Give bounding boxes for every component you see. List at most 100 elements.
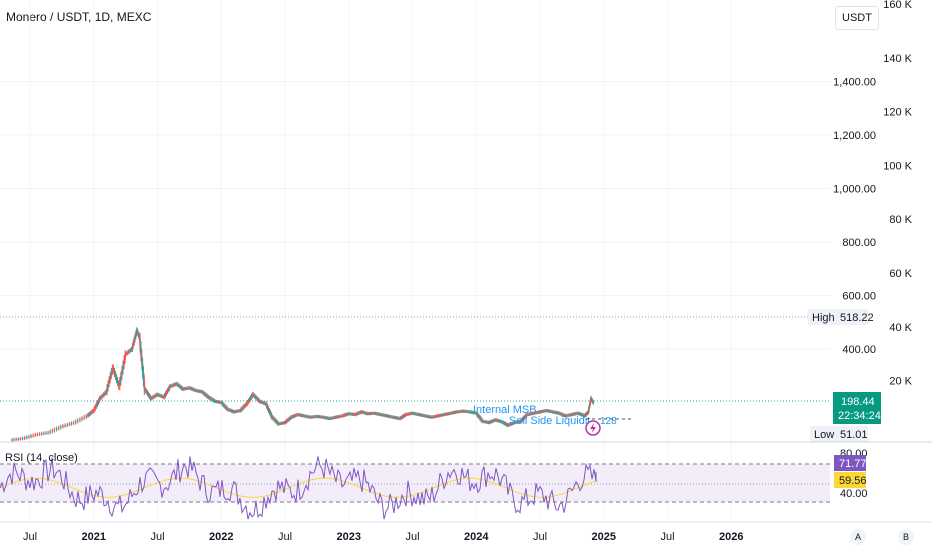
candle-body bbox=[458, 411, 461, 413]
candle-body bbox=[474, 412, 477, 414]
candle-body bbox=[447, 413, 449, 415]
candle-body bbox=[313, 416, 316, 418]
candle-body bbox=[135, 330, 138, 334]
left-tick-label: 1,400.00 bbox=[833, 77, 876, 89]
candle-body bbox=[126, 352, 129, 354]
candle-body bbox=[575, 413, 578, 415]
candle-body bbox=[182, 388, 185, 390]
candle-body bbox=[450, 412, 453, 414]
candle-body bbox=[517, 421, 520, 423]
rsi-title[interactable]: RSI (14, close) bbox=[5, 452, 78, 464]
candle-body bbox=[443, 414, 445, 416]
lightning-icon[interactable] bbox=[585, 420, 601, 436]
candle-body bbox=[394, 417, 396, 419]
candle-body bbox=[183, 388, 186, 390]
auto-scale-button[interactable]: A bbox=[850, 529, 866, 545]
candle-body bbox=[444, 414, 446, 416]
candle-body bbox=[553, 412, 556, 414]
candle-body bbox=[100, 396, 103, 398]
candle-body bbox=[305, 416, 308, 418]
candle-body bbox=[414, 413, 416, 415]
candle-body bbox=[537, 412, 540, 414]
candle-body bbox=[158, 394, 160, 396]
right-tick-label: 80 K bbox=[889, 214, 912, 226]
candle-body bbox=[501, 421, 504, 423]
candle-body bbox=[141, 363, 144, 373]
candle-body bbox=[488, 422, 491, 424]
candle-body bbox=[265, 403, 268, 407]
symbol-title[interactable]: Monero / USDT, 1D, MEXC bbox=[6, 10, 152, 24]
candle-body bbox=[410, 413, 412, 415]
candle-body bbox=[288, 418, 291, 420]
candle-body bbox=[523, 416, 526, 418]
candle-body bbox=[577, 413, 580, 415]
candle-body bbox=[190, 388, 192, 390]
candle-body bbox=[389, 416, 392, 418]
candle-body bbox=[92, 410, 95, 412]
candle-body bbox=[376, 413, 378, 415]
candle-body bbox=[268, 410, 271, 413]
candle-body bbox=[402, 415, 405, 417]
candle-body bbox=[169, 386, 172, 388]
candle-body bbox=[529, 413, 531, 415]
candle-body bbox=[370, 413, 373, 415]
candle-body bbox=[325, 417, 327, 419]
candle-body bbox=[274, 419, 276, 421]
candle-body bbox=[448, 413, 450, 415]
candle-body bbox=[371, 413, 374, 415]
scale-mode-button[interactable]: B bbox=[898, 529, 914, 545]
candle-body bbox=[549, 411, 551, 413]
candle-body bbox=[307, 416, 309, 418]
candle-body bbox=[541, 411, 544, 413]
candle-body bbox=[590, 398, 593, 400]
time-tick-label: Jul bbox=[278, 531, 292, 543]
candle-body bbox=[251, 394, 254, 397]
candle-body bbox=[88, 414, 90, 416]
candle-body bbox=[21, 438, 24, 440]
candle-body bbox=[222, 403, 224, 405]
lightning-bolt bbox=[590, 423, 596, 433]
candle-body bbox=[188, 387, 190, 389]
candle-body bbox=[189, 387, 191, 389]
candle-body bbox=[496, 420, 498, 422]
candle-body bbox=[154, 395, 156, 397]
candle-body bbox=[491, 420, 494, 422]
right-axis: 160 K 140 K 120 K 100 K 80 K 60 K 40 K 20 K bbox=[883, 0, 912, 388]
candle-body bbox=[335, 416, 338, 418]
candle-body bbox=[494, 419, 496, 421]
candle-body bbox=[121, 370, 123, 376]
candle-body bbox=[226, 408, 228, 410]
candle-body bbox=[229, 410, 232, 412]
candle-body bbox=[90, 412, 92, 414]
candle-body bbox=[405, 414, 408, 416]
candle-body bbox=[346, 414, 348, 416]
candle-body bbox=[262, 402, 265, 404]
candle-body bbox=[166, 390, 169, 392]
candle-body bbox=[258, 400, 260, 402]
candle-body bbox=[571, 414, 574, 416]
candle-body bbox=[66, 424, 68, 426]
currency-selector[interactable]: USDT bbox=[835, 6, 879, 30]
candle-body bbox=[125, 353, 127, 355]
left-tick-label: 600.00 bbox=[842, 291, 876, 303]
candle-body bbox=[113, 370, 116, 374]
candle-body bbox=[211, 399, 214, 401]
candle-body bbox=[117, 383, 120, 387]
candle-body bbox=[396, 417, 398, 419]
candle-body bbox=[426, 416, 428, 418]
candle-body bbox=[143, 380, 146, 390]
candle-body bbox=[387, 416, 390, 418]
candle-body bbox=[534, 412, 537, 414]
candle-body bbox=[526, 414, 529, 416]
candle-body bbox=[134, 336, 136, 340]
candle-body bbox=[202, 392, 205, 394]
candle-body bbox=[240, 409, 242, 411]
candle-body bbox=[535, 412, 538, 414]
candle-body bbox=[452, 412, 455, 414]
candle-body bbox=[96, 402, 99, 405]
candle-body bbox=[74, 421, 77, 423]
candle-body bbox=[368, 413, 371, 415]
candle-body bbox=[127, 351, 130, 353]
candle-body bbox=[260, 401, 262, 403]
